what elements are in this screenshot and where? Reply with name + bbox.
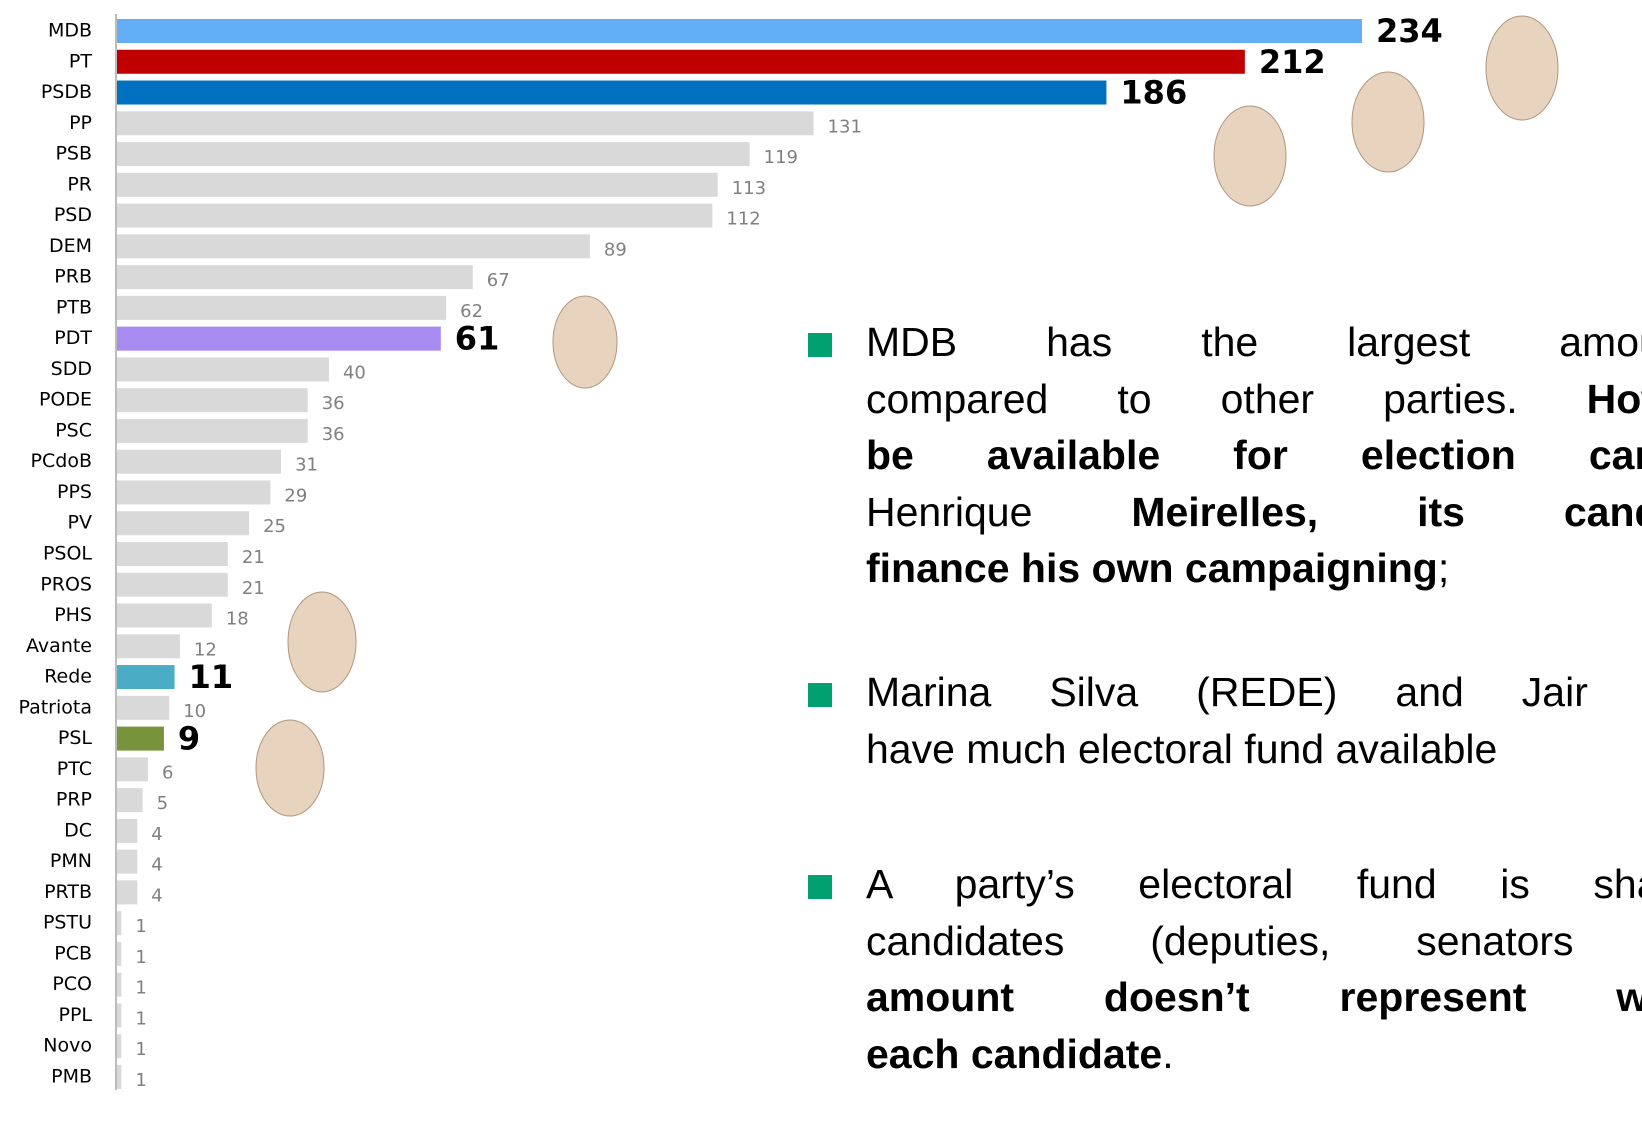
text-segment: amount doesn’t represent wha bbox=[866, 974, 1642, 1020]
bullet-line: MDB has the largest amount bbox=[866, 319, 1642, 366]
bullet-line: each candidate. bbox=[866, 1031, 1642, 1078]
text-segment: Marina Silva (REDE) and Jair Bo bbox=[866, 669, 1642, 715]
bullet-marker bbox=[808, 875, 832, 899]
text-segment: be available for election camp bbox=[866, 432, 1642, 478]
text-segment: candidates (deputies, senators ar bbox=[866, 918, 1642, 964]
bullet-marker bbox=[808, 683, 832, 707]
bullet-line: Henrique Meirelles, its candid bbox=[866, 489, 1642, 536]
text-segment: Howe bbox=[1587, 376, 1642, 422]
text-segment: ; bbox=[1438, 545, 1449, 591]
bullet-line: have much electoral fund available bbox=[866, 726, 1642, 773]
text-segment: . bbox=[1162, 1031, 1173, 1077]
bullet-line: compared to other parties. Howe bbox=[866, 376, 1642, 423]
text-segment: finance his own campaigning bbox=[866, 545, 1438, 591]
bullet-line: amount doesn’t represent wha bbox=[866, 974, 1642, 1021]
bullet-line: candidates (deputies, senators ar bbox=[866, 918, 1642, 965]
text-segment: each candidate bbox=[866, 1031, 1162, 1077]
bullet-marker bbox=[808, 333, 832, 357]
bullet-line: Marina Silva (REDE) and Jair Bo bbox=[866, 669, 1642, 716]
text-segment: Meirelles, its candid bbox=[1131, 489, 1642, 535]
text-segment: compared to other parties. bbox=[866, 376, 1587, 422]
bullet-line: finance his own campaigning; bbox=[866, 545, 1642, 592]
text-segment: have much electoral fund available bbox=[866, 726, 1497, 772]
bullet-line: A party’s electoral fund is share bbox=[866, 861, 1642, 908]
text-segment: A party’s electoral fund is share bbox=[866, 861, 1642, 907]
bullet-text: MDB has the largest amount compared to ot… bbox=[0, 0, 1642, 1143]
text-segment: MDB has the largest amount bbox=[866, 319, 1642, 365]
page: MDB234PT212PSDB186PP131PSB119PR113PSD112… bbox=[0, 0, 1642, 1143]
bullet-line: be available for election camp bbox=[866, 432, 1642, 479]
text-segment: Henrique bbox=[866, 489, 1131, 535]
